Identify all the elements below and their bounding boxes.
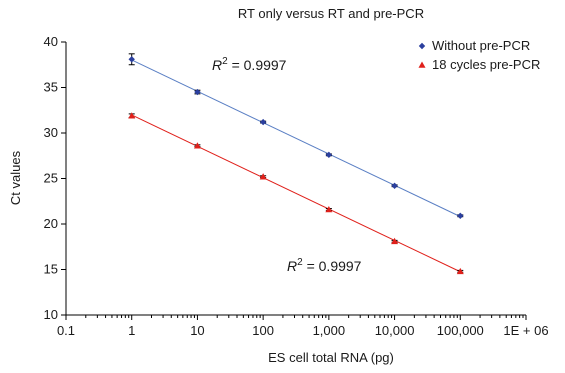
- data-point: [391, 182, 398, 189]
- data-point: [193, 142, 201, 149]
- y-tick-label: 40: [44, 34, 58, 49]
- chart-title: RT only versus RT and pre-PCR: [238, 6, 424, 21]
- y-axis-title: Ct values: [8, 150, 23, 205]
- data-point: [325, 151, 333, 159]
- data-point: [259, 173, 267, 180]
- x-tick-label: 0.1: [57, 323, 75, 338]
- data-point: [128, 112, 136, 119]
- y-tick-label: 35: [44, 80, 58, 95]
- trend-line: [131, 114, 461, 273]
- x-tick-label: 1: [128, 323, 135, 338]
- legend-label: Without pre-PCR: [432, 38, 530, 53]
- legend: Without pre-PCR 18 cycles pre-PCR: [418, 38, 540, 72]
- x-tick-label: 1E + 06: [503, 323, 548, 338]
- x-tick-label: 100: [252, 323, 274, 338]
- plot-area: 10 15 20 25 30 35 40 0.1 1 10 100 1,000 10,000 100,00…: [44, 34, 549, 338]
- x-axis-title: ES cell total RNA (pg): [268, 350, 394, 365]
- data-point: [457, 212, 464, 220]
- data-point: [325, 205, 333, 213]
- y-tick-label: 25: [44, 171, 58, 186]
- y-tick-label: 20: [44, 216, 58, 231]
- data-point: [259, 118, 267, 126]
- y-tick-label: 15: [44, 262, 58, 277]
- legend-marker: [418, 42, 426, 50]
- trend-line: [131, 59, 461, 218]
- data-point: [128, 56, 135, 63]
- x-tick-label: 100,000: [437, 323, 484, 338]
- r-squared-annotation: R2 = 0.9997: [212, 56, 287, 73]
- data-point: [194, 88, 201, 96]
- y-tick-label: 30: [44, 125, 58, 140]
- x-tick-label: 10: [190, 323, 204, 338]
- data-point: [391, 237, 399, 245]
- x-tick-label: 10,000: [375, 323, 415, 338]
- legend-label: 18 cycles pre-PCR: [432, 57, 540, 72]
- r-squared-annotation: R2 = 0.9997: [287, 257, 362, 274]
- y-tick-label: 10: [44, 307, 58, 322]
- x-tick-label: 1,000: [313, 323, 346, 338]
- legend-marker: [418, 61, 426, 68]
- data-point: [456, 267, 464, 275]
